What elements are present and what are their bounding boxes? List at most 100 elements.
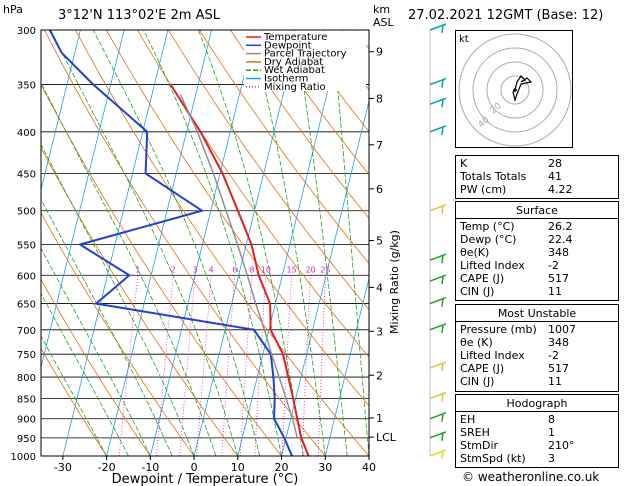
wind-barb <box>429 23 447 34</box>
mixing-ratio-line <box>239 275 253 456</box>
temperature-tick-label: 10 <box>231 461 245 474</box>
legend-label: Isotherm <box>264 74 308 85</box>
legend-label: Wet Adiabat <box>264 65 325 76</box>
wet-adiabat <box>41 335 107 456</box>
wind-barb <box>429 204 447 214</box>
legend-label: Dry Adiabat <box>264 57 323 68</box>
temperature-tick-label: -10 <box>141 461 159 474</box>
mixing-ratio-label: 3 <box>193 265 198 274</box>
wet-adiabat <box>331 30 369 456</box>
wind-barb <box>429 274 447 285</box>
temperature-tick-label: -30 <box>54 461 72 474</box>
wind-barb <box>429 253 447 264</box>
hpa-unit-label: hPa <box>3 3 23 16</box>
pressure-tick-label: 600 <box>17 271 36 282</box>
km-unit-label: km <box>373 3 391 16</box>
mixing-ratio-label: 8 <box>250 265 255 274</box>
wind-barb <box>429 431 447 441</box>
legend-label: Parcel Trajectory <box>264 49 347 60</box>
index-row-k: K 28 <box>460 157 562 170</box>
height-tick-label: 2 <box>376 369 383 382</box>
surface-row: Dewp (°C) 22.4 <box>460 233 573 246</box>
mixing-ratio-axis-title: Mixing Ratio (g/kg) <box>388 230 401 334</box>
wind-barb <box>429 323 447 333</box>
dry-adiabat <box>41 211 195 456</box>
hodograph-kt-label: kt <box>459 34 469 45</box>
mixing-ratio-label: 4 <box>209 265 214 274</box>
hodograph-panel: Hodograph EH 8 SREH 1 StmDir 210° StmSpd (k… <box>455 394 619 468</box>
surface-panel: Surface Temp (°C) 26.2 Dewp (°C) 22.4 θe(K… <box>455 201 619 301</box>
wet-adiabat <box>250 30 326 456</box>
temperature-tick-label: -20 <box>98 461 116 474</box>
x-axis-title: Dewpoint / Temperature (°C) <box>112 472 299 486</box>
height-tick-label: 7 <box>376 139 383 152</box>
legend-label: Dewpoint <box>264 40 312 51</box>
dewpoint-line <box>48 30 293 456</box>
wet-adiabat <box>41 81 217 456</box>
mixing-ratio-line <box>281 275 292 456</box>
mixing-ratio-label: 6 <box>232 265 237 274</box>
isotherm <box>324 276 369 456</box>
mixing-ratio-line <box>221 275 236 456</box>
temperature-tick-label: 30 <box>318 461 332 474</box>
pressure-tick-label: 750 <box>17 350 36 361</box>
dry-adiabat <box>261 30 369 176</box>
surface-row: θe(K) 348 <box>460 246 569 259</box>
plot-frame <box>40 29 370 457</box>
dry-adiabat <box>75 30 369 456</box>
most-unstable-row: Pressure (mb) 1007 <box>460 323 576 336</box>
datetime-title: 27.02.2021 12GMT (Base: 12) <box>408 8 604 23</box>
wet-adiabat <box>41 143 195 456</box>
pressure-tick-label: 300 <box>17 26 36 37</box>
copyright-footer: © weatheronline.co.uk <box>462 470 600 484</box>
wet-adiabat <box>50 30 239 456</box>
height-tick-label: 9 <box>376 46 383 59</box>
most-unstable-row: Lifted Index -2 <box>460 349 559 362</box>
wind-barb <box>429 412 447 422</box>
mixing-ratio-line <box>301 275 311 456</box>
pressure-tick-label: 550 <box>17 240 36 251</box>
isotherm <box>149 30 256 456</box>
height-tick-label: LCL <box>376 431 397 444</box>
mixing-ratio-line <box>196 275 212 456</box>
isotherm <box>62 30 169 456</box>
wind-barb <box>429 361 447 372</box>
pressure-tick-label: 500 <box>17 207 36 218</box>
mixing-ratio-label: 10 <box>261 265 271 274</box>
hodograph-row: StmSpd (kt) 3 <box>460 452 555 465</box>
isotherm <box>41 30 125 369</box>
mixing-ratio-line <box>156 275 174 456</box>
index-row-tt: Totals Totals 41 <box>460 170 562 183</box>
mixing-ratio-line <box>317 275 326 456</box>
pressure-tick-label: 400 <box>17 128 36 139</box>
most-unstable-title: Most Unstable <box>497 307 577 320</box>
dry-adiabat <box>137 30 369 358</box>
wind-barb <box>429 97 447 108</box>
temperature-tick-label: 20 <box>275 461 289 474</box>
mixing-ratio-line <box>118 275 139 456</box>
isotherm <box>106 30 212 456</box>
asl-unit-label: ASL <box>373 16 394 29</box>
mixing-ratio-label: 25 <box>320 265 330 274</box>
dry-adiabat <box>41 278 151 456</box>
height-tick-label: 8 <box>376 92 383 105</box>
surface-row: Temp (°C) 26.2 <box>460 220 573 233</box>
dry-adiabat <box>230 30 369 220</box>
legend-label: Mixing Ratio <box>264 82 326 93</box>
location-title: 3°12'N 113°02'E 2m ASL <box>58 8 220 23</box>
legend-background <box>244 31 366 91</box>
dry-adiabat <box>41 347 107 456</box>
dry-adiabat <box>41 147 239 456</box>
mixing-ratio-label: 2 <box>171 265 176 274</box>
pressure-tick-label: 700 <box>17 326 36 337</box>
isotherm <box>237 30 344 456</box>
most-unstable-row: CAPE (J) 517 <box>460 362 569 375</box>
temperature-tick-label: 0 <box>191 461 198 474</box>
wet-adiabat <box>41 292 129 456</box>
height-tick-label: 4 <box>376 281 383 294</box>
indices-panel: K 28 Totals Totals 41 PW (cm) 4.22 <box>455 155 619 199</box>
pressure-tick-label: 950 <box>17 434 36 445</box>
parcel-line <box>179 94 298 438</box>
